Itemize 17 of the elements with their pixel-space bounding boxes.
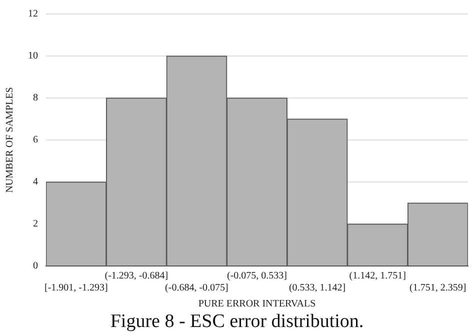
y-tick-label: 2 bbox=[33, 218, 38, 230]
y-tick-label: 12 bbox=[28, 8, 38, 20]
y-tick-label: 4 bbox=[33, 176, 38, 188]
y-axis-title: NUMBER OF SAMPLES bbox=[4, 87, 16, 193]
x-axis-title: PURE ERROR INTERVALS bbox=[198, 298, 316, 310]
y-tick-label: 10 bbox=[28, 50, 38, 62]
x-tick-label: [-1.901, -1.293] bbox=[44, 282, 108, 294]
x-tick-label: (-0.075, 0.533] bbox=[227, 270, 287, 282]
x-tick-label: (-1.293, -0.684] bbox=[104, 270, 168, 282]
x-tick-label: (1.142, 1.751] bbox=[349, 270, 406, 282]
x-tick-label: (0.533, 1.142] bbox=[288, 282, 346, 294]
caption: Figure 8 - ESC error distribution. bbox=[109, 310, 365, 334]
x-tick-label: (-0.684, -0.075] bbox=[165, 282, 228, 294]
y-tick-label: 8 bbox=[33, 92, 38, 104]
x-tick-label: (1.751, 2.359] bbox=[410, 282, 466, 294]
y-tick-label: 0 bbox=[33, 260, 38, 272]
y-tick-label: 6 bbox=[33, 134, 38, 146]
